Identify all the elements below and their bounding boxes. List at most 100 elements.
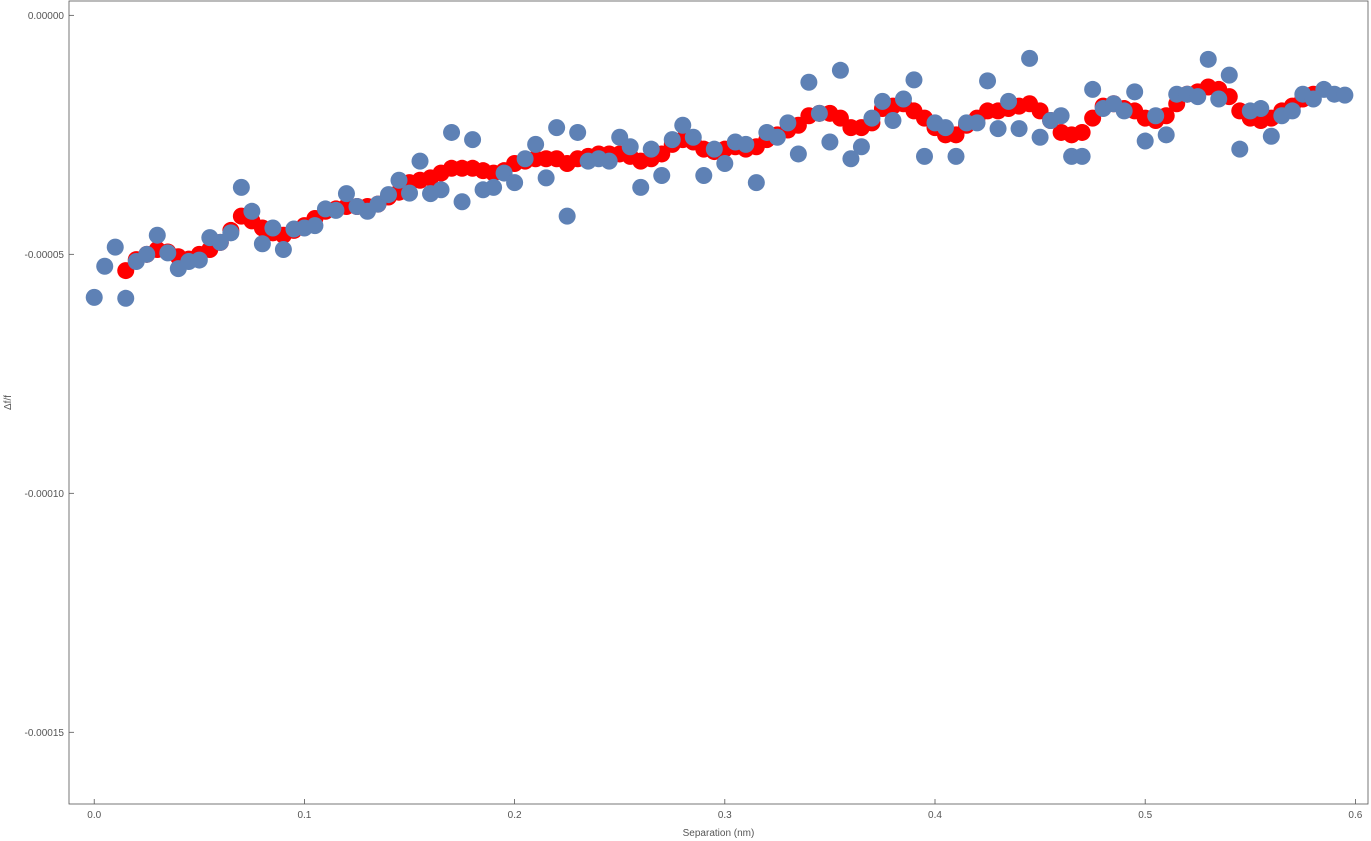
blue-series-point: [863, 109, 881, 127]
blue-series-point: [1084, 80, 1102, 98]
blue-series-point: [1231, 140, 1249, 158]
blue-series-point: [1199, 50, 1217, 68]
blue-series-point: [947, 147, 965, 165]
blue-series-point: [1136, 132, 1154, 150]
x-tick-label: 0.2: [508, 810, 522, 821]
blue-series-point: [537, 169, 555, 187]
red-series-point: [1073, 123, 1091, 141]
x-tick-label: 0.3: [718, 810, 732, 821]
plot-frame: [68, 0, 1369, 805]
blue-series-point: [232, 178, 250, 196]
y-tick-label: -0.00010: [25, 489, 65, 500]
blue-series-point: [989, 120, 1007, 138]
blue-series-point: [842, 150, 860, 168]
blue-series-point: [401, 184, 419, 202]
blue-series-point: [716, 155, 734, 173]
x-axis-label: Separation (nm): [683, 828, 755, 839]
blue-series-point: [453, 193, 471, 211]
x-tick-label: 0.5: [1138, 810, 1152, 821]
blue-series-point: [621, 138, 639, 156]
blue-series-point: [979, 72, 997, 90]
blue-series-point: [548, 119, 566, 137]
blue-series-point: [138, 245, 156, 263]
blue-series-point: [1157, 126, 1175, 144]
blue-series-point: [705, 140, 723, 158]
blue-series-point: [768, 128, 786, 146]
blue-series-point: [1031, 128, 1049, 146]
blue-series-point: [1052, 107, 1070, 125]
x-tick-label: 0.0: [87, 810, 101, 821]
blue-series-point: [464, 131, 482, 149]
blue-series-point: [1147, 107, 1165, 125]
x-tick-label: 0.1: [297, 810, 311, 821]
blue-series-point: [527, 135, 545, 153]
blue-series-point: [663, 131, 681, 149]
x-tick-label: 0.4: [928, 810, 942, 821]
blue-series-point: [1126, 83, 1144, 101]
blue-series-point: [159, 244, 177, 262]
blue-series-point: [674, 116, 692, 134]
blue-series-point: [516, 150, 534, 168]
blue-series-point: [96, 257, 114, 275]
blue-series-point: [737, 135, 755, 153]
blue-series-point: [85, 288, 103, 306]
blue-series-point: [485, 178, 503, 196]
y-tick-label: -0.00005: [25, 250, 65, 261]
blue-series: [85, 49, 1354, 307]
blue-series-point: [1283, 102, 1301, 120]
blue-series-point: [600, 152, 618, 170]
x-tick-label: 0.6: [1348, 810, 1362, 821]
blue-series-point: [411, 152, 429, 170]
blue-series-point: [884, 111, 902, 129]
blue-series-point: [1189, 88, 1207, 106]
blue-series-point: [506, 174, 524, 192]
blue-series-point: [873, 92, 891, 110]
blue-series-point: [684, 128, 702, 146]
axes: [68, 0, 1369, 805]
y-tick-label: 0.00000: [28, 11, 65, 22]
blue-series-point: [642, 140, 660, 158]
blue-series-point: [1021, 49, 1039, 67]
blue-series-point: [1220, 66, 1238, 84]
blue-series-point: [821, 133, 839, 151]
blue-series-point: [106, 238, 124, 256]
blue-series-point: [968, 114, 986, 132]
y-axis-label: Δf/f: [3, 395, 14, 410]
blue-series-point: [569, 123, 587, 141]
blue-series-point: [894, 90, 912, 108]
blue-series-point: [222, 224, 240, 242]
blue-series-point: [779, 114, 797, 132]
blue-series-point: [148, 226, 166, 244]
blue-series-point: [1262, 127, 1280, 145]
blue-series-point: [1010, 120, 1028, 138]
blue-series-point: [390, 171, 408, 189]
blue-series-point: [800, 73, 818, 91]
blue-series-point: [653, 166, 671, 184]
blue-series-point: [695, 166, 713, 184]
blue-series-point: [915, 147, 933, 165]
blue-series-point: [1000, 92, 1018, 110]
blue-series-point: [905, 71, 923, 89]
blue-series-point: [432, 181, 450, 199]
blue-series-point: [831, 61, 849, 79]
blue-series-point: [810, 104, 828, 122]
blue-series-point: [852, 138, 870, 156]
blue-series-point: [789, 145, 807, 163]
blue-series-point: [443, 123, 461, 141]
blue-series-point: [632, 178, 650, 196]
blue-series-point: [747, 174, 765, 192]
blue-series-point: [1336, 86, 1354, 104]
blue-series-point: [1252, 100, 1270, 118]
blue-series-point: [243, 202, 261, 220]
ticks: 0.0 0.1 0.2 0.3 0.4 0.5 0.6 0.00000 -0.00005 -0.0…: [25, 11, 1363, 821]
blue-series-point: [379, 186, 397, 204]
blue-series-point: [274, 241, 292, 259]
blue-series-point: [937, 119, 955, 137]
blue-series-point: [190, 251, 208, 269]
data-marks: [85, 49, 1354, 307]
blue-series-point: [337, 185, 355, 203]
blue-series-point: [264, 219, 282, 237]
blue-series-point: [1073, 147, 1091, 165]
